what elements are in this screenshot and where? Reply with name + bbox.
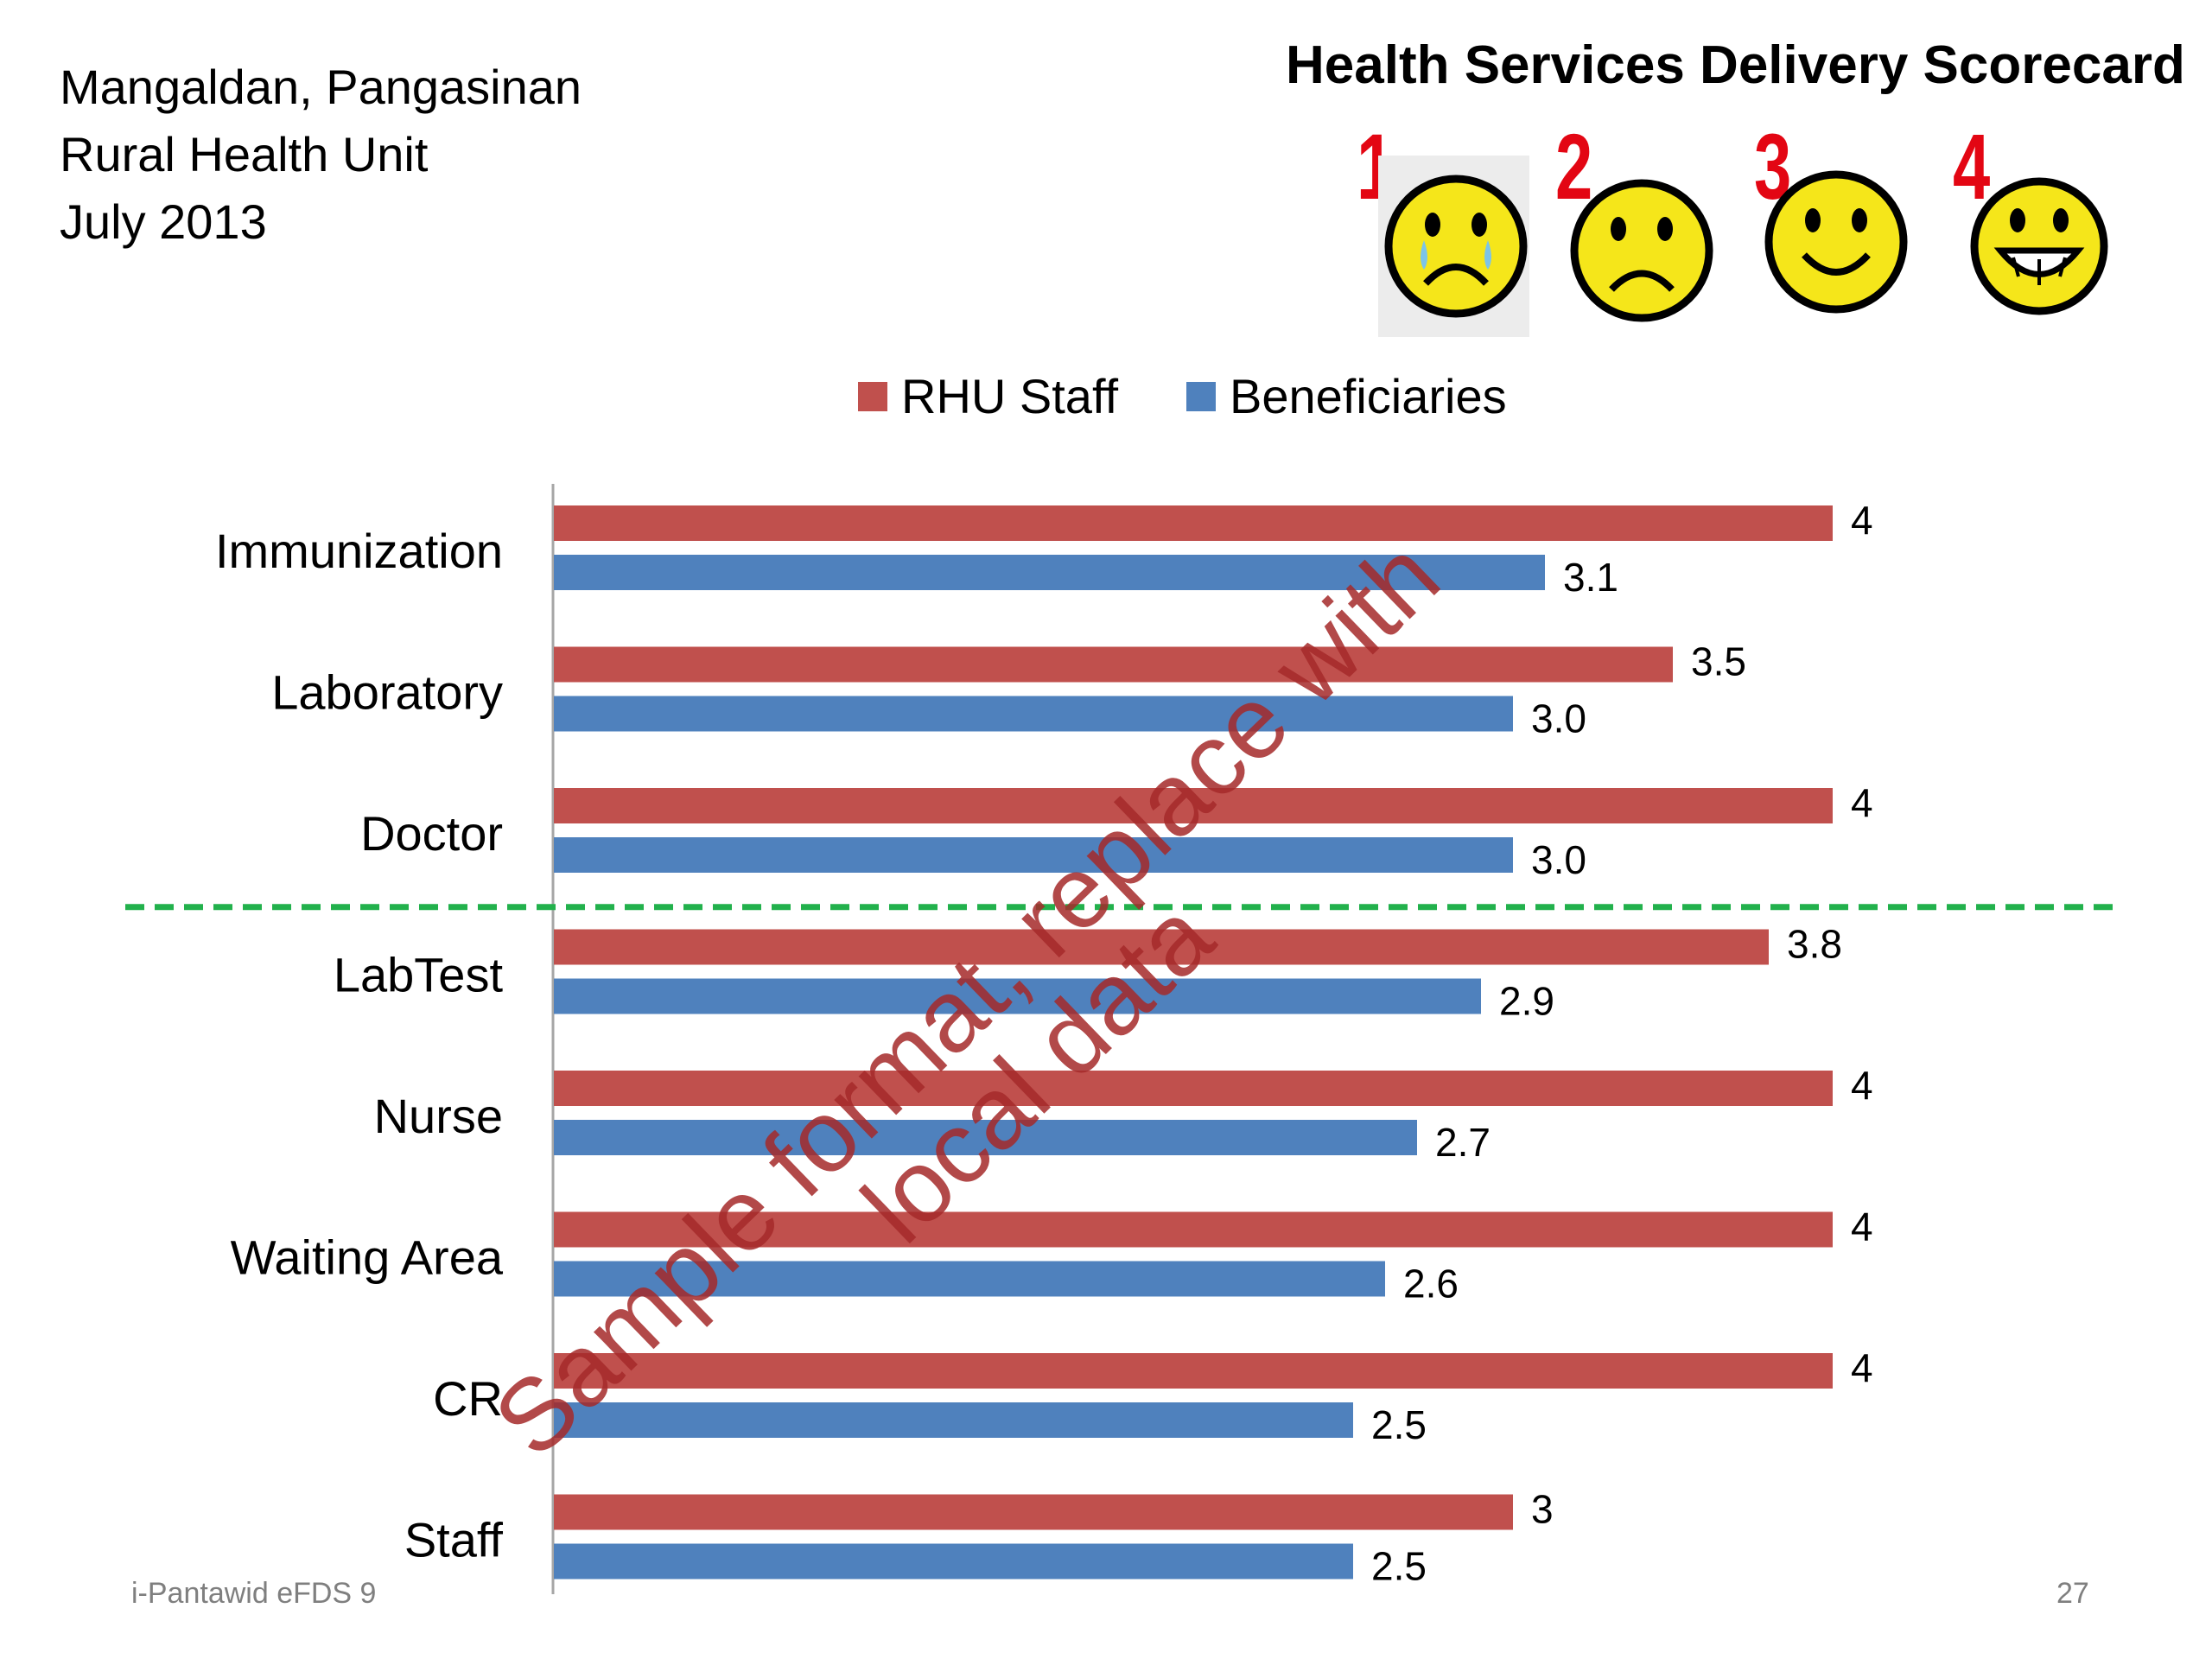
face-number-4: 4	[1953, 114, 1991, 219]
rhu-staff-bar	[554, 1211, 1833, 1248]
rhu-staff-value-label: 4	[1851, 780, 1873, 825]
beneficiaries-value-label: 2.9	[1499, 979, 1554, 1024]
beneficiaries-bar	[554, 1120, 1417, 1155]
scorecard-title: Health Services Delivery Scorecard	[1286, 35, 2185, 95]
smiling-face-icon	[1764, 170, 1908, 314]
beneficiaries-bar	[554, 696, 1513, 732]
rhu-staff-bar	[554, 505, 1833, 541]
date-text: July 2013	[60, 194, 267, 249]
rhu-staff-value-label: 3	[1531, 1487, 1554, 1532]
location-text: Mangaldan, Pangasinan	[60, 60, 582, 114]
beneficiaries-bar	[554, 837, 1513, 873]
beneficiaries-value-label: 2.6	[1403, 1262, 1459, 1306]
rhu-staff-bar	[554, 788, 1833, 823]
rhu-staff-value-label: 3.5	[1691, 639, 1746, 684]
category-label: Waiting Area	[231, 1230, 504, 1285]
category-label: Staff	[404, 1513, 504, 1567]
category-label: Doctor	[360, 806, 503, 861]
grinning-face-icon	[1970, 177, 2108, 315]
beneficiaries-bar	[554, 1261, 1385, 1297]
footer-label: i-Pantawid eFDS 9	[131, 1577, 377, 1610]
header-block: Mangaldan, Pangasinan Rural Health Unit …	[60, 54, 582, 256]
unit-text: Rural Health Unit	[60, 127, 429, 181]
legend-label-rhu-staff: RHU Staff	[901, 369, 1118, 423]
beneficiaries-bar	[554, 555, 1545, 590]
category-label: Laboratory	[271, 665, 503, 720]
beneficiaries-bar	[554, 978, 1481, 1014]
beneficiaries-value-label: 2.5	[1371, 1402, 1427, 1447]
rhu-staff-bar	[554, 929, 1769, 965]
legend-swatch-rhu-staff	[858, 382, 887, 411]
rhu-staff-value-label: 4	[1851, 1345, 1873, 1390]
legend-swatch-beneficiaries	[1186, 382, 1216, 411]
scorecard-faces: 1 2 3 4	[1357, 112, 2134, 346]
rhu-staff-bar	[554, 1071, 1833, 1106]
crying-face-icon	[1378, 156, 1529, 337]
category-label: Nurse	[374, 1089, 503, 1143]
rhu-staff-bar	[554, 1494, 1513, 1530]
rhu-staff-bar	[554, 646, 1673, 683]
beneficiaries-value-label: 2.7	[1435, 1120, 1491, 1165]
faces-svg	[1378, 156, 2108, 337]
category-label: LabTest	[334, 948, 504, 1002]
legend-label-beneficiaries: Beneficiaries	[1230, 369, 1507, 423]
beneficiaries-value-label: 3.1	[1563, 555, 1618, 600]
page-number: 27	[2056, 1577, 2089, 1610]
beneficiaries-bar	[554, 1402, 1353, 1438]
sad-face-icon	[1570, 179, 1713, 322]
rhu-staff-value-label: 4	[1851, 1205, 1873, 1249]
beneficiaries-value-label: 3.0	[1531, 837, 1586, 882]
rhu-staff-value-label: 3.8	[1787, 922, 1842, 967]
beneficiaries-value-label: 2.5	[1371, 1544, 1427, 1589]
rhu-staff-value-label: 4	[1851, 1063, 1873, 1108]
face-number-2: 2	[1555, 114, 1593, 219]
beneficiaries-bar	[554, 1543, 1353, 1580]
beneficiaries-value-label: 3.0	[1531, 696, 1586, 741]
rhu-staff-value-label: 4	[1851, 498, 1873, 543]
category-label: CR	[433, 1371, 503, 1426]
category-label: Immunization	[215, 524, 503, 578]
rhu-staff-bar	[554, 1353, 1833, 1389]
